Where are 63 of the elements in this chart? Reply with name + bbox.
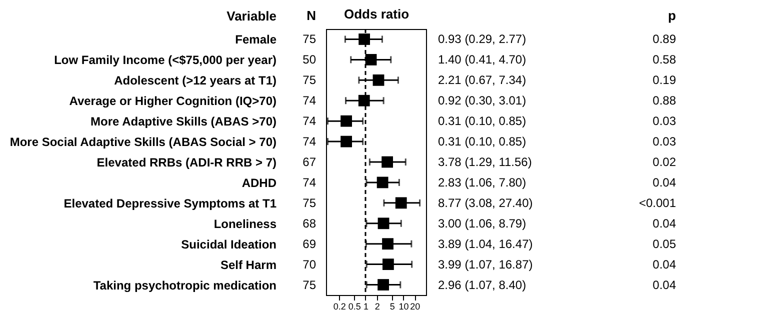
- text: 0.31 (0.10, 0.85): [438, 134, 526, 149]
- text: 0.04: [652, 278, 676, 292]
- text: 0.05: [652, 236, 676, 251]
- x-tick-label: 10: [398, 302, 409, 312]
- text: 3.78 (1.29, 11.56): [438, 155, 532, 169]
- y-tick-label: ADHD: [242, 176, 277, 190]
- text: 3.89 (1.04, 16.47): [438, 236, 533, 251]
- text: 75: [302, 73, 316, 88]
- text: 0.89: [652, 32, 676, 46]
- text: <0.001: [638, 196, 676, 210]
- y-tick-label: Taking psychotropic medication: [93, 278, 276, 292]
- y-axis-title: Variable: [226, 8, 276, 24]
- text: 2.96 (1.07, 8.40): [438, 278, 526, 292]
- x-tick-label: 2: [374, 302, 380, 312]
- text: 0.04: [652, 175, 676, 190]
- y-tick-label: Elevated Depressive Symptoms at T1: [64, 196, 277, 210]
- text: 0.03: [652, 134, 676, 149]
- text: 3.00 (1.06, 8.79): [438, 216, 526, 230]
- text: 0.93 (0.29, 2.77): [438, 32, 526, 46]
- y-tick-label: Adolescent (>12 years at T1): [114, 74, 276, 88]
- text: 0.04: [652, 216, 676, 230]
- text: 75: [302, 32, 316, 46]
- y-tick-label: Average or Higher Cognition (IQ>70): [69, 94, 276, 108]
- text: 74: [302, 175, 316, 190]
- x-tick-label: 0.5: [348, 302, 361, 312]
- text: 3.99 (1.07, 16.87): [438, 257, 533, 272]
- text: 75: [302, 278, 316, 292]
- y-tick-label: Female: [235, 32, 277, 47]
- x-tick-label: 1: [363, 302, 369, 312]
- x-tick-label: 20: [410, 302, 420, 312]
- x-tick-label: 0.2: [333, 302, 346, 312]
- text: 50: [302, 52, 316, 67]
- text: 2.83 (1.06, 7.80): [438, 175, 526, 190]
- text: 68: [302, 216, 316, 230]
- y-tick-label: More Social Adaptive Skills (ABAS Social > 70): [10, 135, 276, 150]
- text: 70: [302, 257, 316, 272]
- y-tick-label: Elevated RRBs (ADI-R RRB > 7): [96, 156, 276, 170]
- y-tick-label: Suicidal Ideation: [181, 237, 276, 252]
- text: 0.04: [652, 257, 676, 272]
- text: 0.31 (0.10, 0.85): [438, 114, 526, 128]
- y-tick-label: More Adaptive Skills (ABAS >70): [90, 114, 276, 129]
- text: 1.40 (0.41, 4.70): [438, 52, 526, 67]
- y-tick-label: Self Harm: [220, 258, 276, 272]
- y-tick-label: Loneliness: [214, 216, 277, 231]
- x-axis-title: Odds ratio: [344, 6, 410, 22]
- text: 0.58: [652, 52, 676, 67]
- text: 74: [302, 94, 316, 108]
- y-tick-label: Low Family Income (<$75,000 per year): [54, 53, 276, 68]
- text: 0.92 (0.30, 3.01): [438, 94, 526, 108]
- text: N: [306, 8, 316, 23]
- text: 67: [302, 155, 316, 169]
- text: 74: [302, 134, 316, 149]
- text: 75: [302, 196, 316, 210]
- text: 0.88: [652, 94, 676, 108]
- x-tick-label: 5: [390, 302, 395, 312]
- text: 0.03: [652, 114, 676, 128]
- text: p: [668, 8, 676, 23]
- text: 2.21 (0.67, 7.34): [438, 73, 526, 88]
- text: 8.77 (3.08, 27.40): [438, 196, 533, 210]
- text: 0.19: [652, 73, 676, 88]
- text: 0.02: [652, 155, 676, 169]
- text: 74: [302, 114, 316, 128]
- text: 69: [302, 236, 316, 251]
